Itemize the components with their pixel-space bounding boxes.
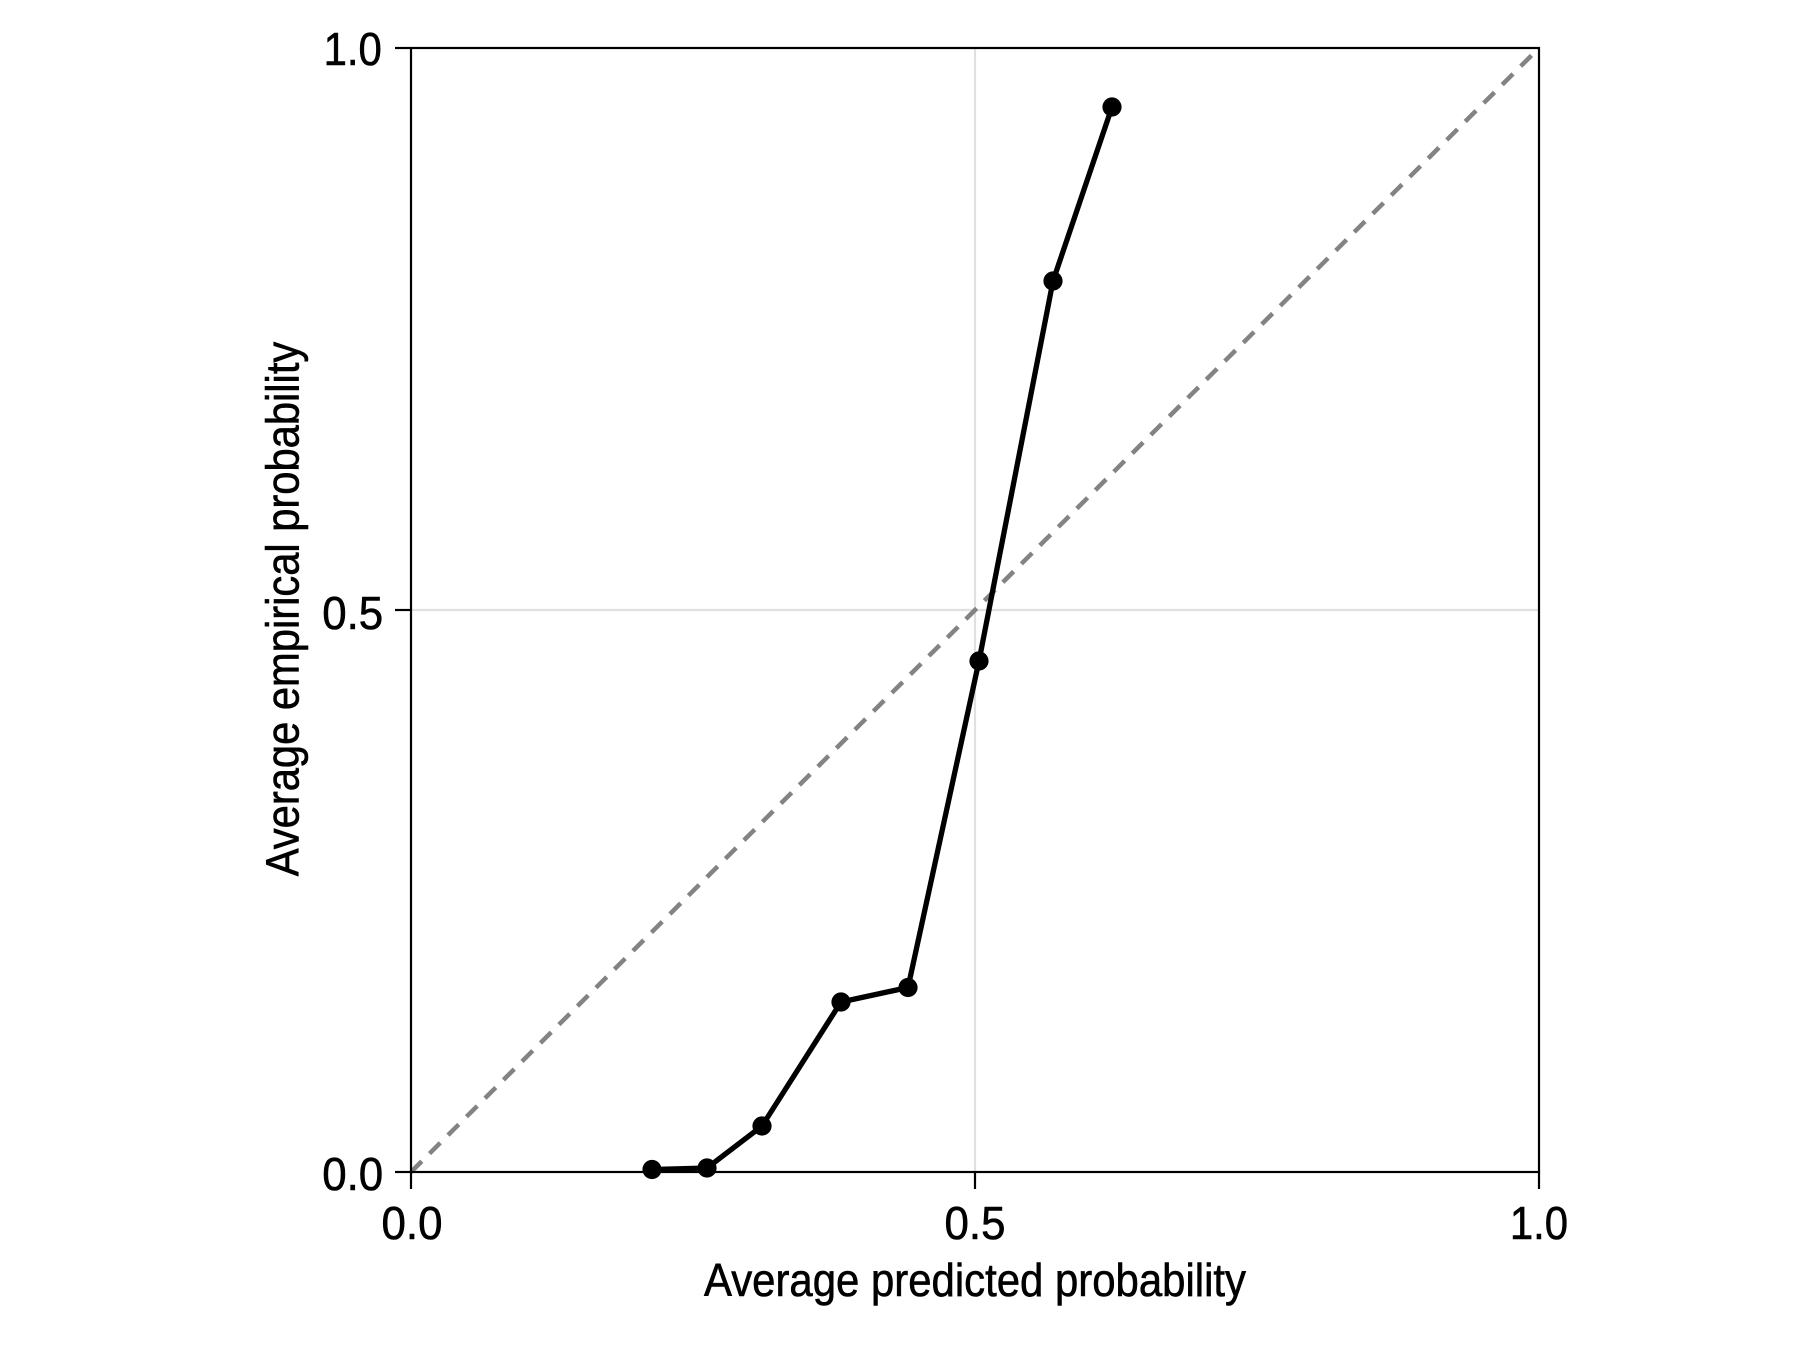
svg-text:0.0: 0.0: [382, 1197, 443, 1249]
svg-text:1.0: 1.0: [1510, 1197, 1568, 1249]
svg-text:Average empirical probability: Average empirical probability: [256, 342, 308, 877]
svg-text:0.5: 0.5: [945, 1197, 1006, 1249]
svg-text:0.0: 0.0: [322, 1148, 383, 1200]
svg-text:0.5: 0.5: [322, 587, 383, 639]
svg-text:Average predicted probability: Average predicted probability: [704, 1254, 1246, 1306]
svg-text:1.0: 1.0: [324, 23, 382, 75]
